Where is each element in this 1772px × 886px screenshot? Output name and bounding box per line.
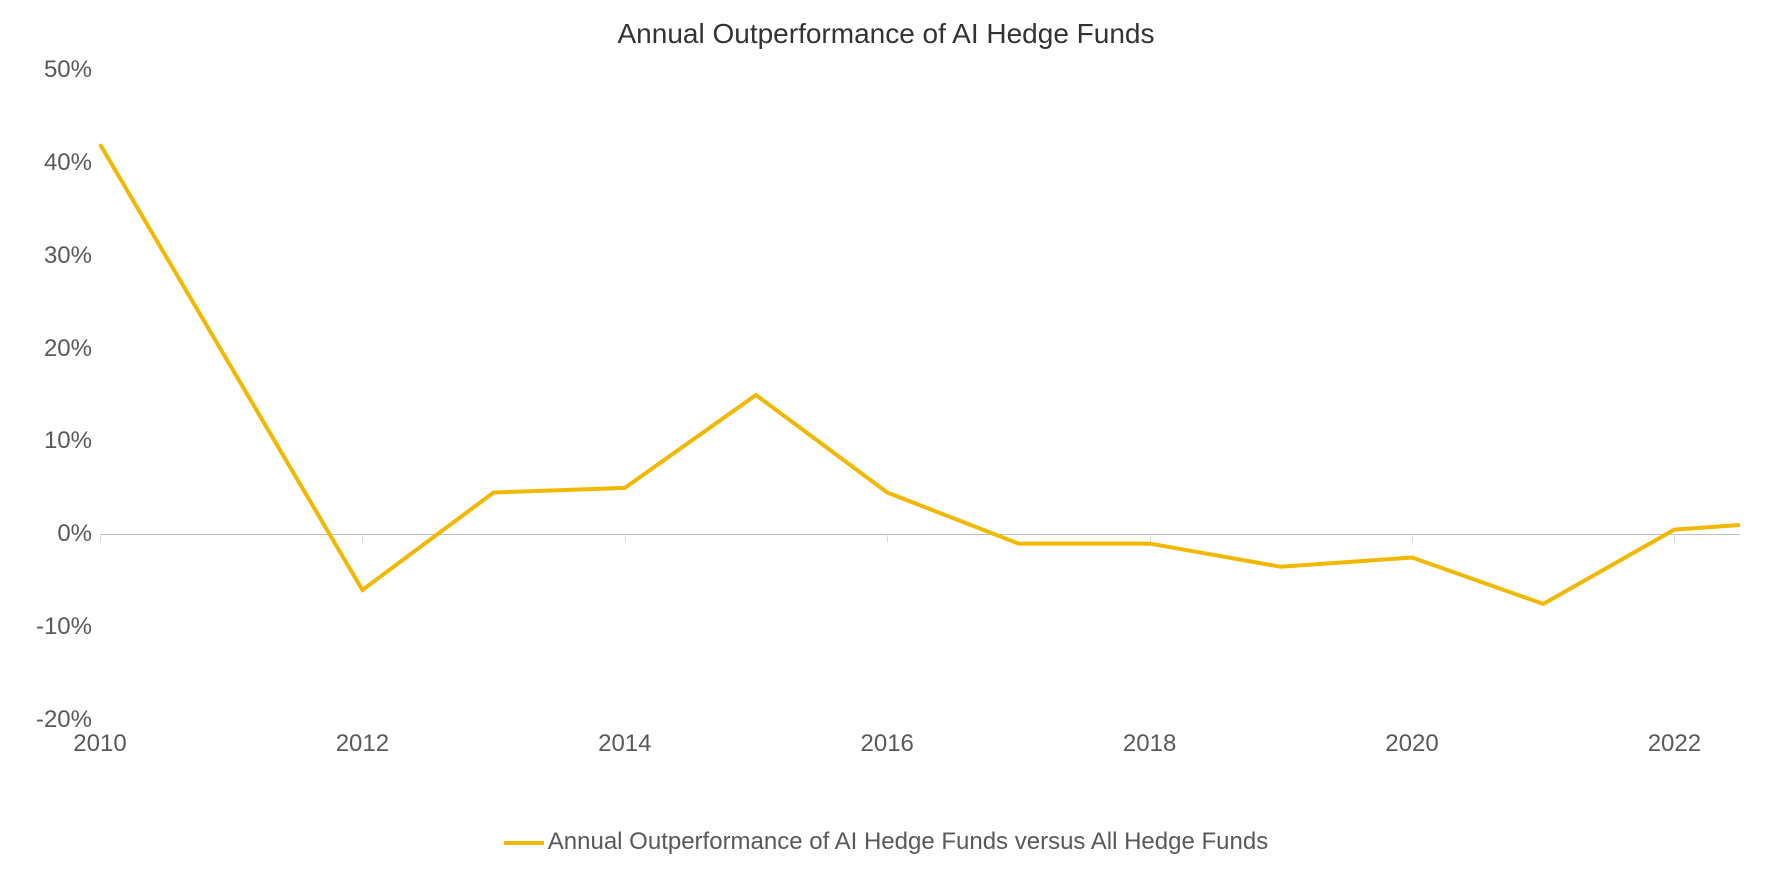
series-line [100,144,1740,604]
legend-label: Annual Outperformance of AI Hedge Funds … [548,828,1268,855]
y-tick-label: 10% [12,427,92,455]
x-tick-label: 2012 [336,730,389,758]
y-tick-label: -10% [12,613,92,641]
legend-line-swatch [504,841,544,845]
x-tick-label: 2020 [1385,730,1438,758]
x-tick-label: 2010 [73,730,126,758]
x-tick-label: 2018 [1123,730,1176,758]
line-chart-svg [100,70,1740,720]
x-tick-label: 2016 [860,730,913,758]
y-tick-label: 50% [12,56,92,84]
y-tick-label: 30% [12,242,92,270]
x-tick-label: 2022 [1648,730,1701,758]
y-tick-label: 40% [12,149,92,177]
y-tick-label: 0% [12,520,92,548]
x-tick-label: 2014 [598,730,651,758]
chart-container: Annual Outperformance of AI Hedge Funds … [0,0,1772,886]
legend: Annual Outperformance of AI Hedge Funds … [0,828,1772,856]
y-tick-label: 20% [12,335,92,363]
chart-title: Annual Outperformance of AI Hedge Funds [0,18,1772,50]
